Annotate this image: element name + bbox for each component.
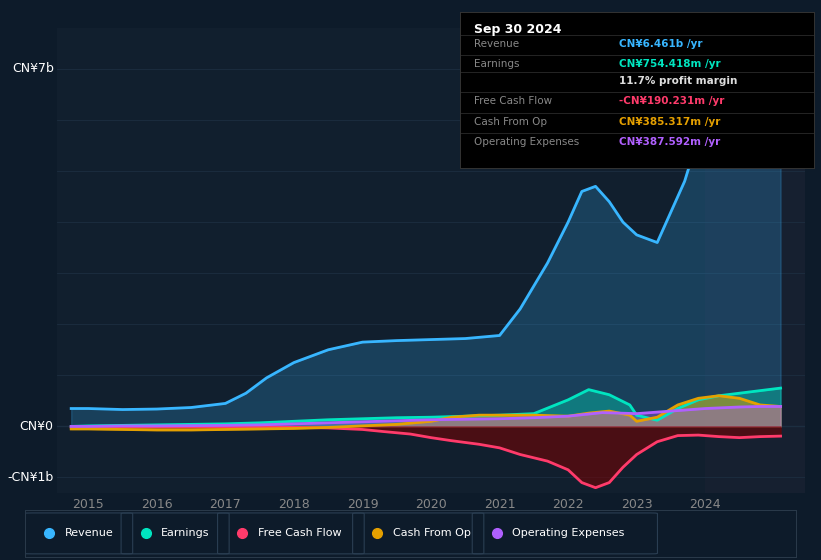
Text: Operating Expenses: Operating Expenses <box>474 137 579 147</box>
Text: Free Cash Flow: Free Cash Flow <box>258 529 342 538</box>
Text: Earnings: Earnings <box>161 529 209 538</box>
Text: Revenue: Revenue <box>65 529 113 538</box>
Text: -CN¥1b: -CN¥1b <box>7 471 53 484</box>
Text: -CN¥190.231m /yr: -CN¥190.231m /yr <box>619 96 725 106</box>
Text: Free Cash Flow: Free Cash Flow <box>474 96 552 106</box>
Text: Cash From Op: Cash From Op <box>392 529 470 538</box>
Text: Operating Expenses: Operating Expenses <box>512 529 625 538</box>
Text: Cash From Op: Cash From Op <box>474 116 547 127</box>
Text: CN¥7b: CN¥7b <box>11 62 53 76</box>
Text: Sep 30 2024: Sep 30 2024 <box>474 23 562 36</box>
Text: CN¥387.592m /yr: CN¥387.592m /yr <box>619 137 721 147</box>
Text: CN¥6.461b /yr: CN¥6.461b /yr <box>619 39 703 49</box>
Bar <box>705 28 805 493</box>
Text: CN¥754.418m /yr: CN¥754.418m /yr <box>619 59 721 69</box>
Text: Revenue: Revenue <box>474 39 519 49</box>
Text: Earnings: Earnings <box>474 59 520 69</box>
Text: CN¥0: CN¥0 <box>20 420 53 433</box>
Text: CN¥385.317m /yr: CN¥385.317m /yr <box>619 116 721 127</box>
Text: 11.7% profit margin: 11.7% profit margin <box>619 76 738 86</box>
